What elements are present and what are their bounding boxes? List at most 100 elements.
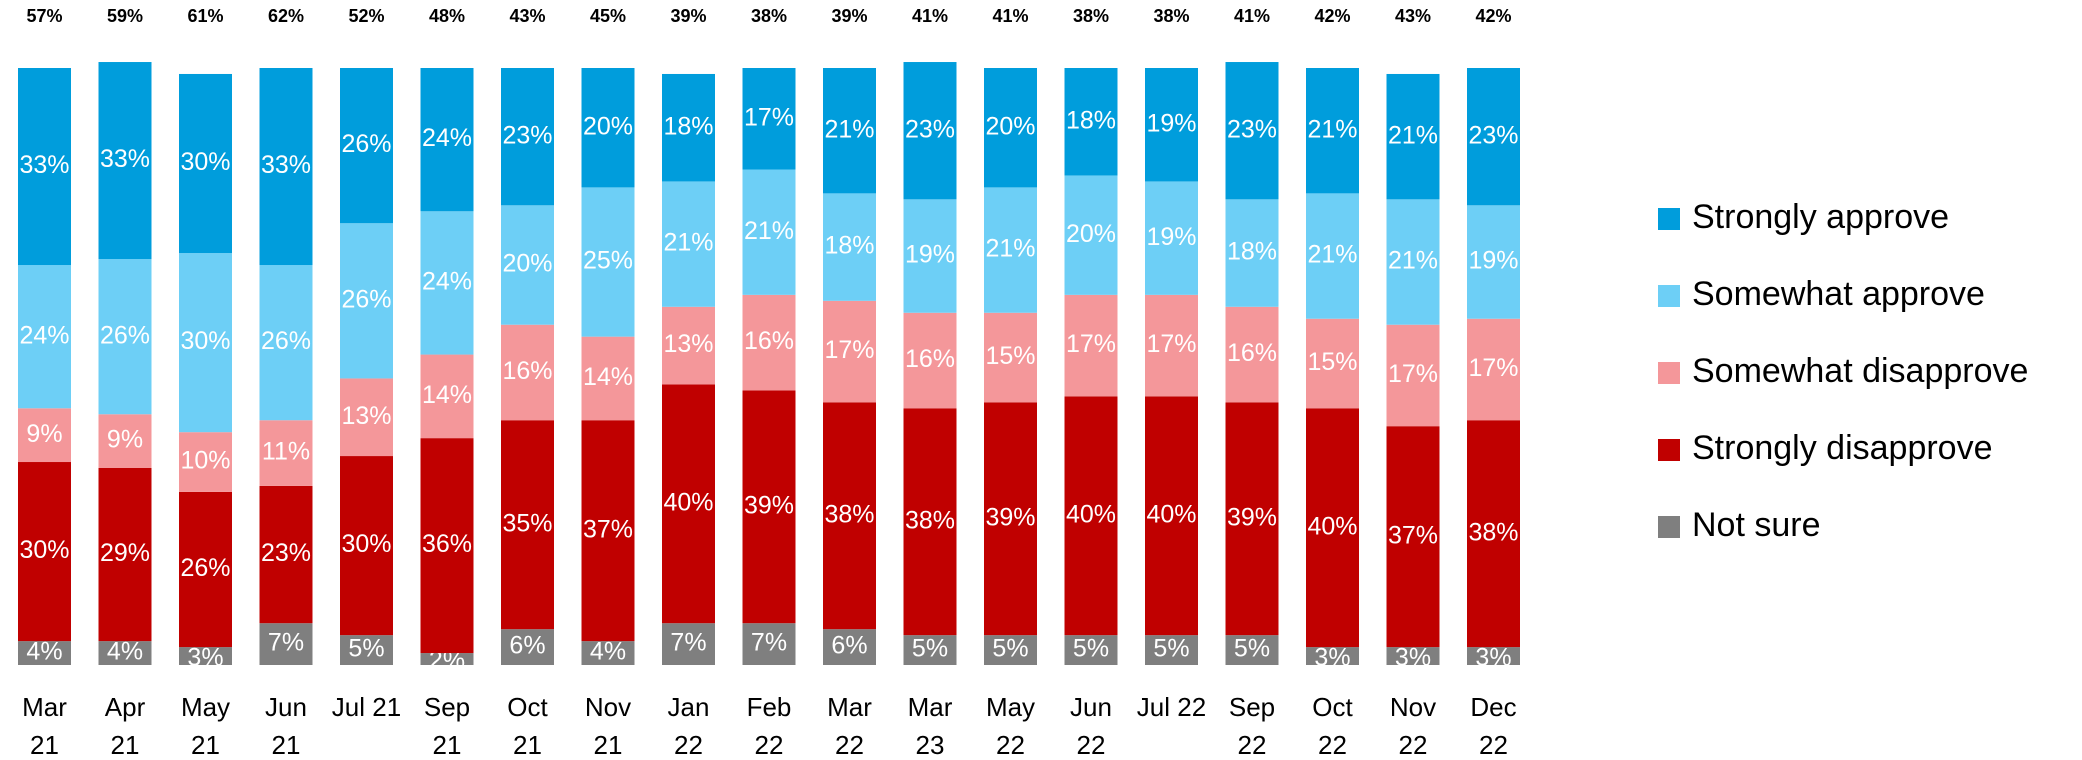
bar-segment bbox=[1064, 396, 1118, 636]
bar-segment bbox=[501, 324, 554, 421]
bar-segment bbox=[1145, 294, 1198, 397]
value-label: 33% bbox=[100, 145, 150, 173]
bar-segment bbox=[340, 635, 393, 665]
bar-segment bbox=[1467, 68, 1520, 206]
bar-segment bbox=[1225, 199, 1279, 307]
value-label: 38% bbox=[824, 500, 874, 528]
value-label: 9% bbox=[107, 426, 143, 454]
value-label: 29% bbox=[100, 539, 150, 567]
bar-segment bbox=[340, 378, 393, 457]
legend-marker bbox=[1658, 208, 1680, 230]
legend-marker bbox=[1658, 516, 1680, 538]
bar-segment bbox=[340, 68, 393, 224]
value-label: 30% bbox=[341, 530, 391, 558]
bar-segment bbox=[1386, 647, 1440, 665]
value-label: 3% bbox=[1475, 644, 1511, 672]
value-label: 5% bbox=[912, 635, 948, 663]
value-label: 17% bbox=[1468, 354, 1518, 382]
value-label: 20% bbox=[985, 112, 1035, 140]
value-label: 23% bbox=[905, 115, 955, 143]
bar-segment bbox=[1467, 205, 1520, 319]
bar-segment bbox=[823, 193, 876, 301]
bar-segment bbox=[501, 68, 554, 206]
bar-segment bbox=[98, 641, 152, 665]
bar-segment bbox=[1386, 324, 1440, 427]
value-label: 18% bbox=[1066, 106, 1116, 134]
bar-segment bbox=[903, 635, 957, 665]
bar-segment bbox=[501, 629, 554, 665]
bar-segment bbox=[420, 68, 474, 212]
bar-segment bbox=[259, 623, 313, 665]
bar-segment bbox=[340, 223, 393, 379]
value-label: 17% bbox=[824, 336, 874, 364]
bar-segment bbox=[662, 306, 715, 385]
bar-segment bbox=[98, 467, 152, 642]
value-label: 4% bbox=[107, 638, 143, 666]
bar-segment bbox=[903, 312, 957, 409]
total-label: 41% bbox=[1234, 6, 1270, 26]
bar-segment bbox=[1064, 68, 1118, 176]
value-label: 17% bbox=[744, 103, 794, 131]
value-label: 21% bbox=[1388, 121, 1438, 149]
total-label: 42% bbox=[1314, 6, 1350, 26]
value-label: 21% bbox=[1307, 241, 1357, 269]
total-label: 43% bbox=[509, 6, 545, 26]
total-label: 59% bbox=[107, 6, 143, 26]
bar-segment bbox=[823, 68, 876, 194]
value-label: 26% bbox=[341, 130, 391, 158]
x-tick-label: May 21 bbox=[180, 692, 231, 760]
x-tick-label: Nov 22 bbox=[1389, 692, 1437, 760]
value-label: 40% bbox=[1066, 500, 1116, 528]
bar-segment bbox=[1145, 396, 1198, 636]
bar-segment bbox=[1064, 175, 1118, 295]
bar-segment bbox=[984, 312, 1037, 403]
bar-segment bbox=[420, 653, 474, 665]
value-label: 37% bbox=[583, 515, 633, 543]
bar-segment bbox=[1386, 199, 1440, 325]
value-label: 30% bbox=[180, 327, 230, 355]
value-label: 19% bbox=[1146, 223, 1196, 251]
value-label: 21% bbox=[985, 235, 1035, 263]
value-label: 15% bbox=[985, 342, 1035, 370]
total-label: 48% bbox=[429, 6, 465, 26]
value-label: 33% bbox=[261, 151, 311, 179]
value-label: 17% bbox=[1388, 360, 1438, 388]
value-label: 5% bbox=[1153, 635, 1189, 663]
x-tick-label: Feb 22 bbox=[746, 692, 792, 760]
value-label: 25% bbox=[583, 247, 633, 275]
value-label: 7% bbox=[268, 629, 304, 657]
bar-segment bbox=[1467, 318, 1520, 421]
bar-segment bbox=[984, 187, 1037, 313]
value-label: 6% bbox=[509, 632, 545, 660]
bar-segment bbox=[420, 354, 474, 439]
value-label: 5% bbox=[992, 635, 1028, 663]
value-label: 23% bbox=[1227, 115, 1277, 143]
bar-segment bbox=[420, 438, 474, 654]
bar-segment bbox=[581, 68, 635, 188]
bar-segment bbox=[823, 629, 876, 665]
x-tick-label: Oct 21 bbox=[507, 692, 548, 760]
bar-segment bbox=[823, 300, 876, 403]
bar-segment bbox=[179, 491, 232, 648]
value-label: 19% bbox=[905, 241, 955, 269]
value-label: 40% bbox=[1146, 500, 1196, 528]
value-label: 19% bbox=[1468, 247, 1518, 275]
legend-label: Somewhat approve bbox=[1692, 275, 1985, 313]
bar-segment bbox=[581, 641, 635, 665]
value-label: 39% bbox=[744, 491, 794, 519]
bar-segment bbox=[259, 68, 313, 266]
legend-label: Strongly approve bbox=[1692, 198, 1949, 236]
value-label: 11% bbox=[262, 438, 310, 466]
value-label: 7% bbox=[670, 629, 706, 657]
total-label: 38% bbox=[1073, 6, 1109, 26]
total-label: 61% bbox=[187, 6, 223, 26]
bar-segment bbox=[179, 73, 232, 254]
bar-segment bbox=[259, 420, 313, 486]
bar-segment bbox=[823, 402, 876, 630]
bar-segment bbox=[742, 169, 796, 295]
value-label: 39% bbox=[1227, 503, 1277, 531]
x-tick-label: Mar 22 bbox=[827, 692, 872, 760]
value-label: 9% bbox=[26, 420, 62, 448]
